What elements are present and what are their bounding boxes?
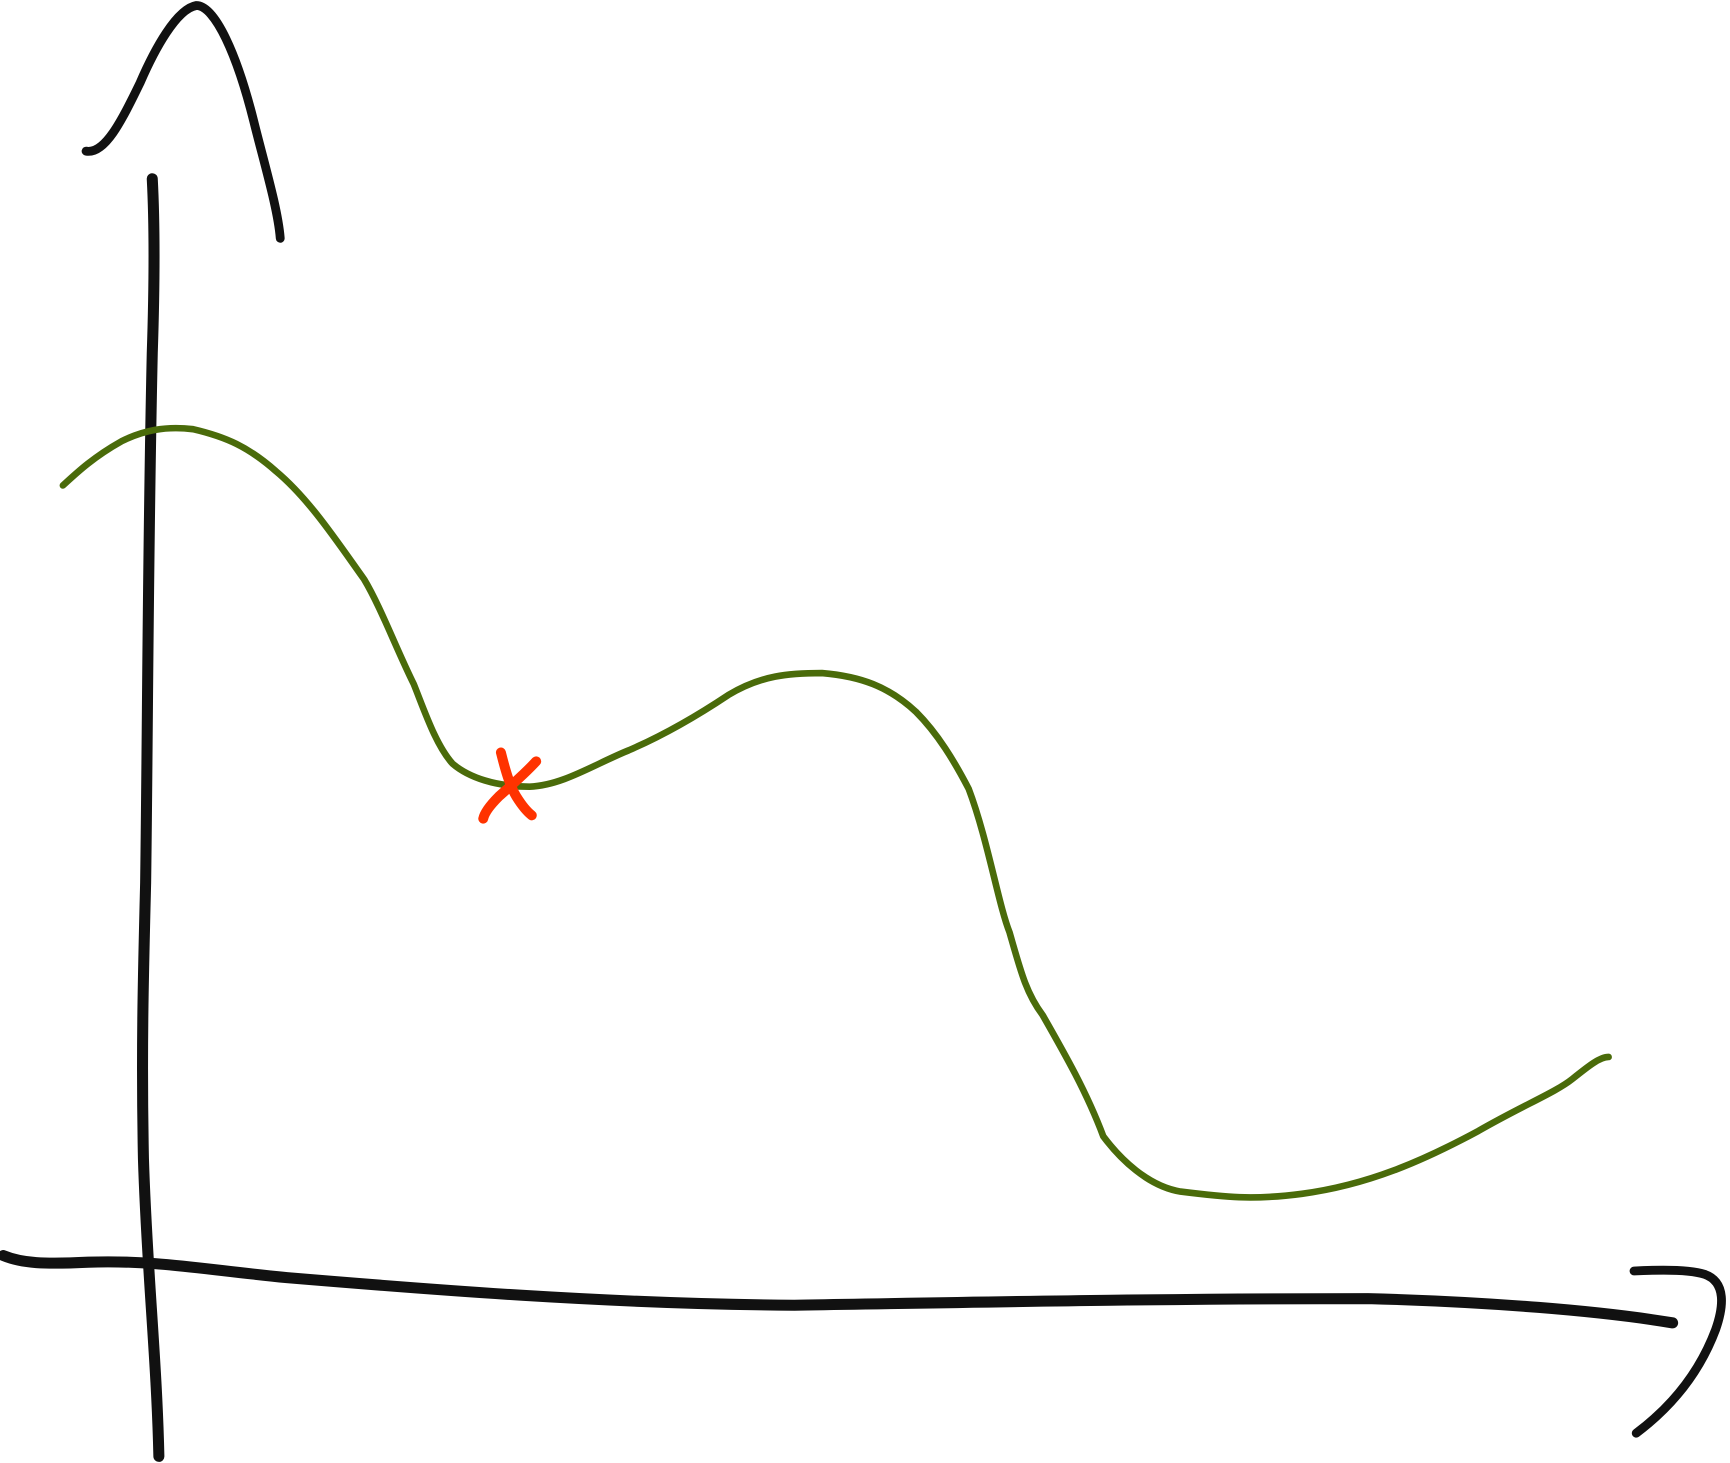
green-curve xyxy=(59,424,1612,1201)
x-axis-arrowhead-icon xyxy=(1629,1265,1726,1438)
y-axis xyxy=(137,173,165,1462)
y-axis-arrowhead-icon xyxy=(81,1,285,243)
x-axis xyxy=(0,1250,1679,1329)
x-mark-icon xyxy=(478,747,542,824)
